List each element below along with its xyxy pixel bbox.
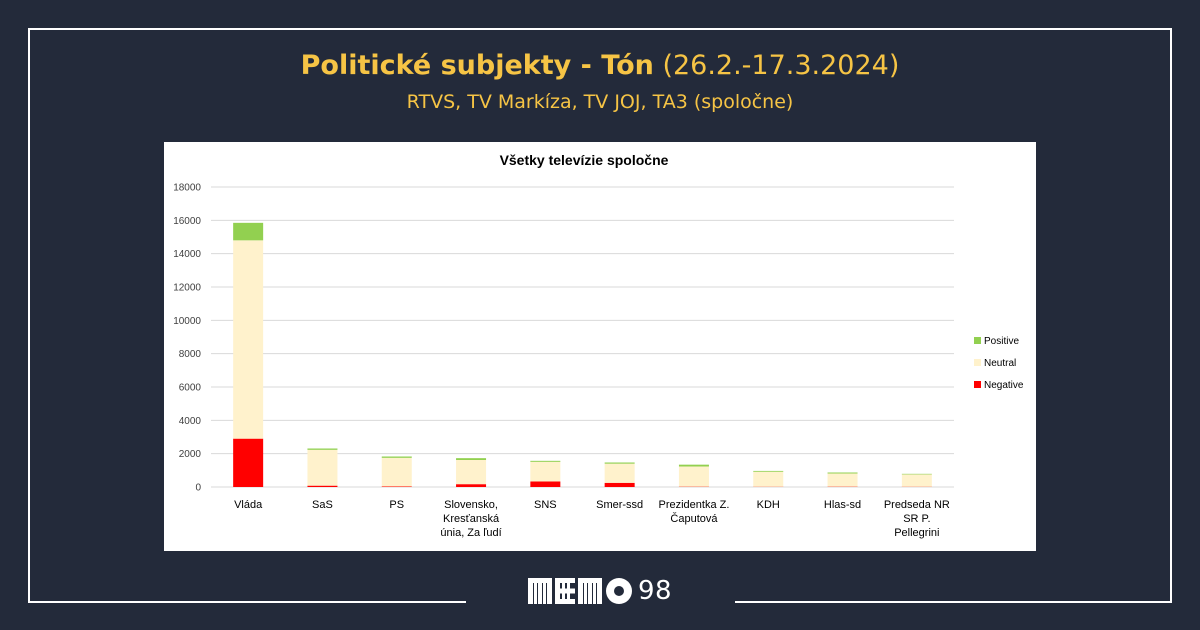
frame-bottom-left [28, 601, 466, 603]
legend-label-neutral: Neutral [984, 358, 1016, 369]
bar-positive [530, 460, 561, 462]
y-tick-label: 10000 [173, 316, 201, 327]
bar-positive [827, 472, 858, 474]
page-subtitle: RTVS, TV Markíza, TV JOJ, TA3 (spoločne) [406, 91, 794, 113]
bar-positive [456, 458, 487, 460]
x-tick-label: Predseda NR SR P. Pellegrini [884, 499, 950, 539]
y-tick-label: 12000 [173, 283, 201, 294]
y-tick-label: 2000 [179, 449, 202, 460]
legend-label-positive: Positive [984, 336, 1019, 347]
frame-top [28, 28, 1172, 30]
bar-positive [901, 473, 932, 475]
x-tick-label: SNS [534, 499, 557, 511]
x-tick-label: PS [389, 499, 404, 511]
y-tick-label: 4000 [179, 416, 202, 427]
x-tick-label: Prezidentka Z. Čaputová [658, 499, 729, 525]
x-tick-label: Vláda [234, 499, 263, 511]
legend-swatch-negative [974, 381, 981, 388]
bar-positive [753, 470, 784, 472]
legend-swatch-neutral [974, 359, 981, 366]
y-tick-label: 16000 [173, 216, 201, 227]
chart-title: Všetky televízie spoločne [500, 152, 669, 168]
bar-neutral [827, 473, 858, 487]
bar-positive [678, 464, 709, 467]
memo98-logo: 98 [528, 576, 672, 606]
bar-neutral [753, 471, 784, 487]
frame-left [28, 28, 30, 603]
bar-positive [233, 222, 264, 241]
y-tick-label: 18000 [173, 183, 201, 194]
bar-neutral [678, 466, 709, 487]
bar-neutral [530, 461, 561, 482]
y-tick-label: 0 [195, 483, 201, 494]
frame-right [1170, 28, 1172, 603]
bar-positive [604, 462, 635, 464]
bar-neutral [604, 463, 635, 483]
x-tick-label: SaS [312, 499, 333, 511]
memo-logo-mark [528, 578, 632, 604]
bar-negative [604, 482, 635, 487]
title-dates: (26.2.-17.3.2024) [662, 50, 900, 81]
legend-swatch-positive [974, 337, 981, 344]
frame-bottom-right [735, 601, 1172, 603]
bar-negative [530, 481, 561, 487]
bar-positive [381, 456, 412, 458]
x-tick-label: Smer-ssd [596, 499, 643, 511]
bar-neutral [456, 460, 487, 485]
x-tick-label: KDH [757, 499, 780, 511]
x-tick-label: Slovensko, Kresťanská únia, Za ľudí [440, 499, 501, 539]
stacked-bar-chart: Všetky televízie spoločne 0 2000 4000 6000 80… [173, 152, 1024, 539]
y-tick-label: 8000 [179, 349, 202, 360]
bar-neutral [233, 240, 264, 439]
y-tick-label: 14000 [173, 249, 201, 260]
page-title: Politické subjekty - Tón (26.2.-17.3.202… [0, 50, 1200, 81]
bar-negative [233, 438, 264, 487]
chart-panel: Všetky televízie spoločne 0 2000 4000 6000 80… [164, 142, 1036, 551]
title-main: Politické subjekty - Tón [300, 50, 654, 81]
header: Politické subjekty - Tón (26.2.-17.3.202… [0, 50, 1200, 113]
logo-number: 98 [638, 576, 673, 606]
bar-negative [381, 486, 412, 487]
x-tick-label: Hlas-sd [824, 499, 861, 511]
bar-positive [307, 448, 338, 450]
bar-neutral [901, 474, 932, 487]
y-tick-label: 6000 [179, 383, 202, 394]
bar-negative [456, 484, 487, 487]
bar-neutral [381, 457, 412, 487]
legend-label-negative: Negative [984, 380, 1024, 391]
bar-negative [307, 485, 338, 487]
bar-neutral [307, 449, 338, 486]
